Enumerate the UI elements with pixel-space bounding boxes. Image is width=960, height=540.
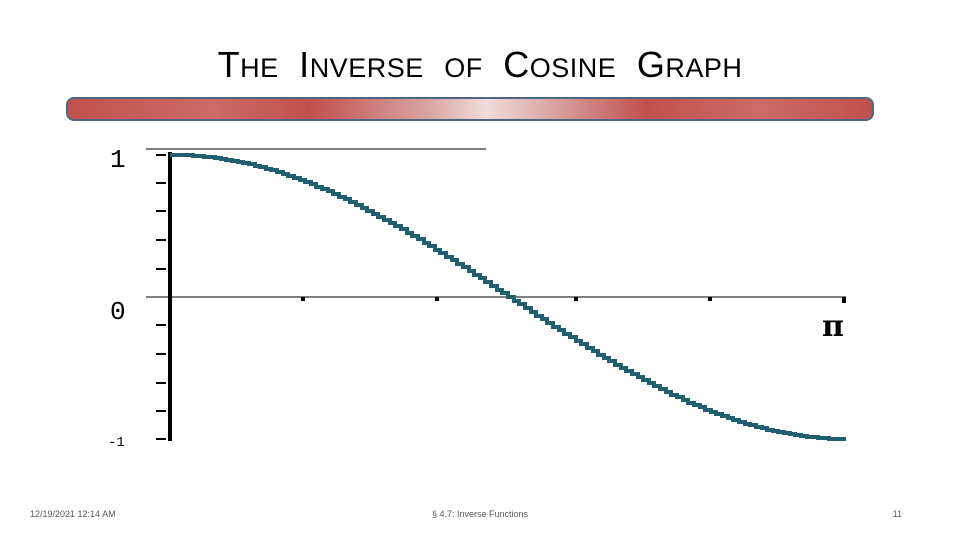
y-tick-marks <box>156 154 166 440</box>
footer-section-title: § 4.7: Inverse Functions <box>431 509 529 519</box>
title-word-3: OF <box>444 53 483 83</box>
y-tick-label-min: -1 <box>108 435 125 451</box>
cosine-curve <box>170 153 846 441</box>
title-word-2: INVERSE <box>299 44 424 85</box>
footer-page-number: 11 <box>892 509 902 519</box>
title-word-1: THE <box>217 44 279 85</box>
footer-date: 12/19/2021 12:14 AM <box>30 509 116 519</box>
cosine-graph: 1 0 -1 π <box>108 145 846 451</box>
slide-title: THE INVERSE OF COSINE GRAPH <box>0 44 960 86</box>
x-end-label-pi: π <box>822 309 844 344</box>
title-word-5: GRAPH <box>636 44 743 85</box>
x-tick-marks <box>301 297 846 303</box>
y-tick-label-zero: 0 <box>110 297 126 327</box>
title-divider-bar <box>66 97 874 121</box>
y-tick-label-max: 1 <box>110 145 126 175</box>
title-word-4: COSINE <box>503 44 617 85</box>
